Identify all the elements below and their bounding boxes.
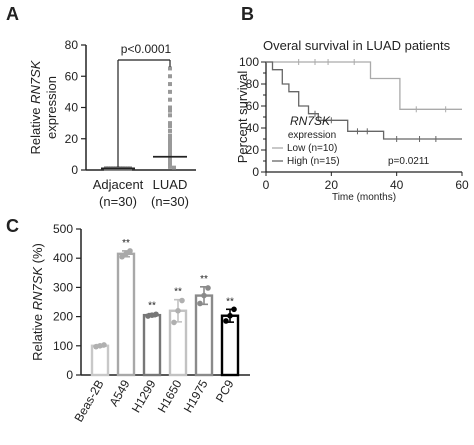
c-replicate-point — [201, 292, 207, 299]
c-y-title-gene: RN7SK — [30, 266, 45, 311]
c-y-tick-label: 500 — [53, 222, 73, 236]
panel-letter-b: B — [241, 4, 254, 24]
c-y-title-suffix: (%) — [30, 243, 45, 267]
a-category-label: LUAD — [153, 177, 188, 192]
a-y-tick-label: 60 — [65, 69, 79, 83]
panel-letter-a: A — [6, 4, 19, 24]
c-y-axis-title: Relative RN7SK (%) — [30, 243, 45, 361]
c-y-tick-label: 0 — [66, 368, 73, 382]
c-bar-pc9 — [220, 314, 240, 377]
a-data-point — [168, 164, 172, 169]
c-replicate-point — [119, 253, 125, 260]
b-chart-title: Overal survival in LUAD patients — [263, 38, 451, 53]
a-data-point — [168, 74, 172, 79]
c-y-tick-label: 200 — [53, 310, 73, 324]
b-survival-curve-high — [266, 61, 462, 140]
c-y-tick-label: 300 — [53, 280, 73, 294]
c-replicate-point — [101, 342, 107, 348]
a-category-n: (n=30) — [99, 194, 137, 209]
b-x-tick-label: 0 — [263, 178, 270, 192]
panel-b-survival: Overal survival in LUAD patients 0 20 40 60 8… — [235, 38, 469, 203]
c-replicate-point — [223, 318, 229, 324]
c-y-tick-label: 100 — [53, 339, 73, 353]
panel-c-bars: 0 100 200 300 400 500 Relative RN7SK (%) Beas-2… — [30, 222, 250, 424]
b-pvalue: p=0.0211 — [388, 156, 430, 167]
b-y-tick-label: 60 — [246, 99, 260, 113]
a-y-title-suffix: expression — [44, 76, 59, 139]
a-significance-label: p<0.0001 — [121, 42, 172, 56]
b-legend-label: High (n=15) — [287, 156, 340, 167]
a-data-point — [168, 128, 172, 133]
c-replicate-point — [123, 251, 129, 257]
a-y-tick-label: 20 — [65, 132, 79, 146]
a-data-point — [168, 105, 172, 110]
c-bar-a549 — [116, 252, 136, 377]
b-y-tick-label: 0 — [252, 165, 259, 179]
a-y-title-gene: RN7SK — [28, 59, 43, 104]
c-replicate-point — [127, 248, 133, 254]
a-data-point — [168, 124, 172, 129]
c-category-label: H1650 — [155, 377, 185, 415]
c-significance-mark: ** — [200, 274, 208, 285]
a-y-tick-label: 40 — [65, 101, 79, 115]
c-replicate-point — [205, 285, 211, 291]
a-data-point — [168, 97, 172, 102]
b-legend-label: Low (n=10) — [287, 143, 337, 154]
a-data-point — [172, 165, 176, 170]
a-y-tick-label: 80 — [65, 38, 79, 52]
b-y-tick-label: 20 — [246, 143, 260, 157]
c-replicate-point — [175, 307, 181, 314]
panel-letter-c: C — [6, 216, 19, 236]
a-data-point — [168, 66, 172, 71]
b-x-axis-title: Time (months) — [332, 192, 396, 203]
b-legend-title-gene: RN7SK — [290, 114, 331, 128]
a-y-axis-title: Relative RN7SK — [28, 59, 43, 154]
c-replicate-point — [231, 306, 237, 313]
a-data-point — [168, 121, 172, 126]
a-data-point — [168, 113, 172, 118]
b-x-tick-label: 20 — [325, 178, 339, 192]
c-significance-mark: ** — [148, 301, 156, 312]
b-y-tick-label: 80 — [246, 77, 260, 91]
a-data-point — [168, 136, 172, 141]
c-category-label: Beas-2B — [71, 378, 106, 425]
c-y-title-prefix: Relative — [30, 310, 45, 361]
c-significance-mark: ** — [122, 238, 130, 249]
a-data-point — [168, 89, 172, 94]
c-bar-h1975 — [194, 294, 214, 377]
a-data-point — [168, 82, 172, 87]
b-legend-title-suffix: expression — [288, 130, 336, 141]
c-replicate-point — [171, 319, 177, 326]
c-replicate-point — [197, 300, 203, 307]
c-category-label: H1975 — [181, 377, 211, 415]
c-bar-h1299 — [142, 313, 162, 377]
c-category-label: PC9 — [213, 377, 237, 404]
a-category-label: Adjacent — [93, 177, 144, 192]
b-x-tick-label: 60 — [455, 178, 469, 192]
a-data-point — [168, 108, 172, 113]
c-bar-beas-2b — [90, 344, 110, 377]
b-y-tick-label: 100 — [239, 55, 259, 69]
c-replicate-point — [227, 312, 233, 319]
a-y-tick-label: 0 — [71, 163, 78, 177]
a-y-title-prefix: Relative — [28, 104, 43, 155]
c-replicate-point — [153, 311, 159, 318]
b-x-tick-label: 40 — [390, 178, 404, 192]
panel-a-scatter: 0 20 40 60 80 Relative RN7SK expression Adjacen… — [28, 38, 196, 209]
c-y-tick-label: 400 — [53, 251, 73, 265]
b-y-axis-title: Percent survival — [235, 71, 250, 164]
c-category-label: H1299 — [129, 377, 159, 415]
a-category-n: (n=30) — [151, 194, 189, 209]
c-significance-mark: ** — [226, 296, 234, 307]
a-data-point — [168, 139, 172, 144]
c-significance-mark: ** — [174, 287, 182, 298]
c-category-label: A549 — [106, 377, 132, 409]
a-y-axis-title-line2: expression — [44, 76, 59, 139]
c-replicate-point — [179, 297, 185, 304]
a-data-point — [168, 133, 172, 138]
b-survival-curve-low — [266, 61, 462, 110]
b-y-tick-label: 40 — [246, 121, 260, 135]
